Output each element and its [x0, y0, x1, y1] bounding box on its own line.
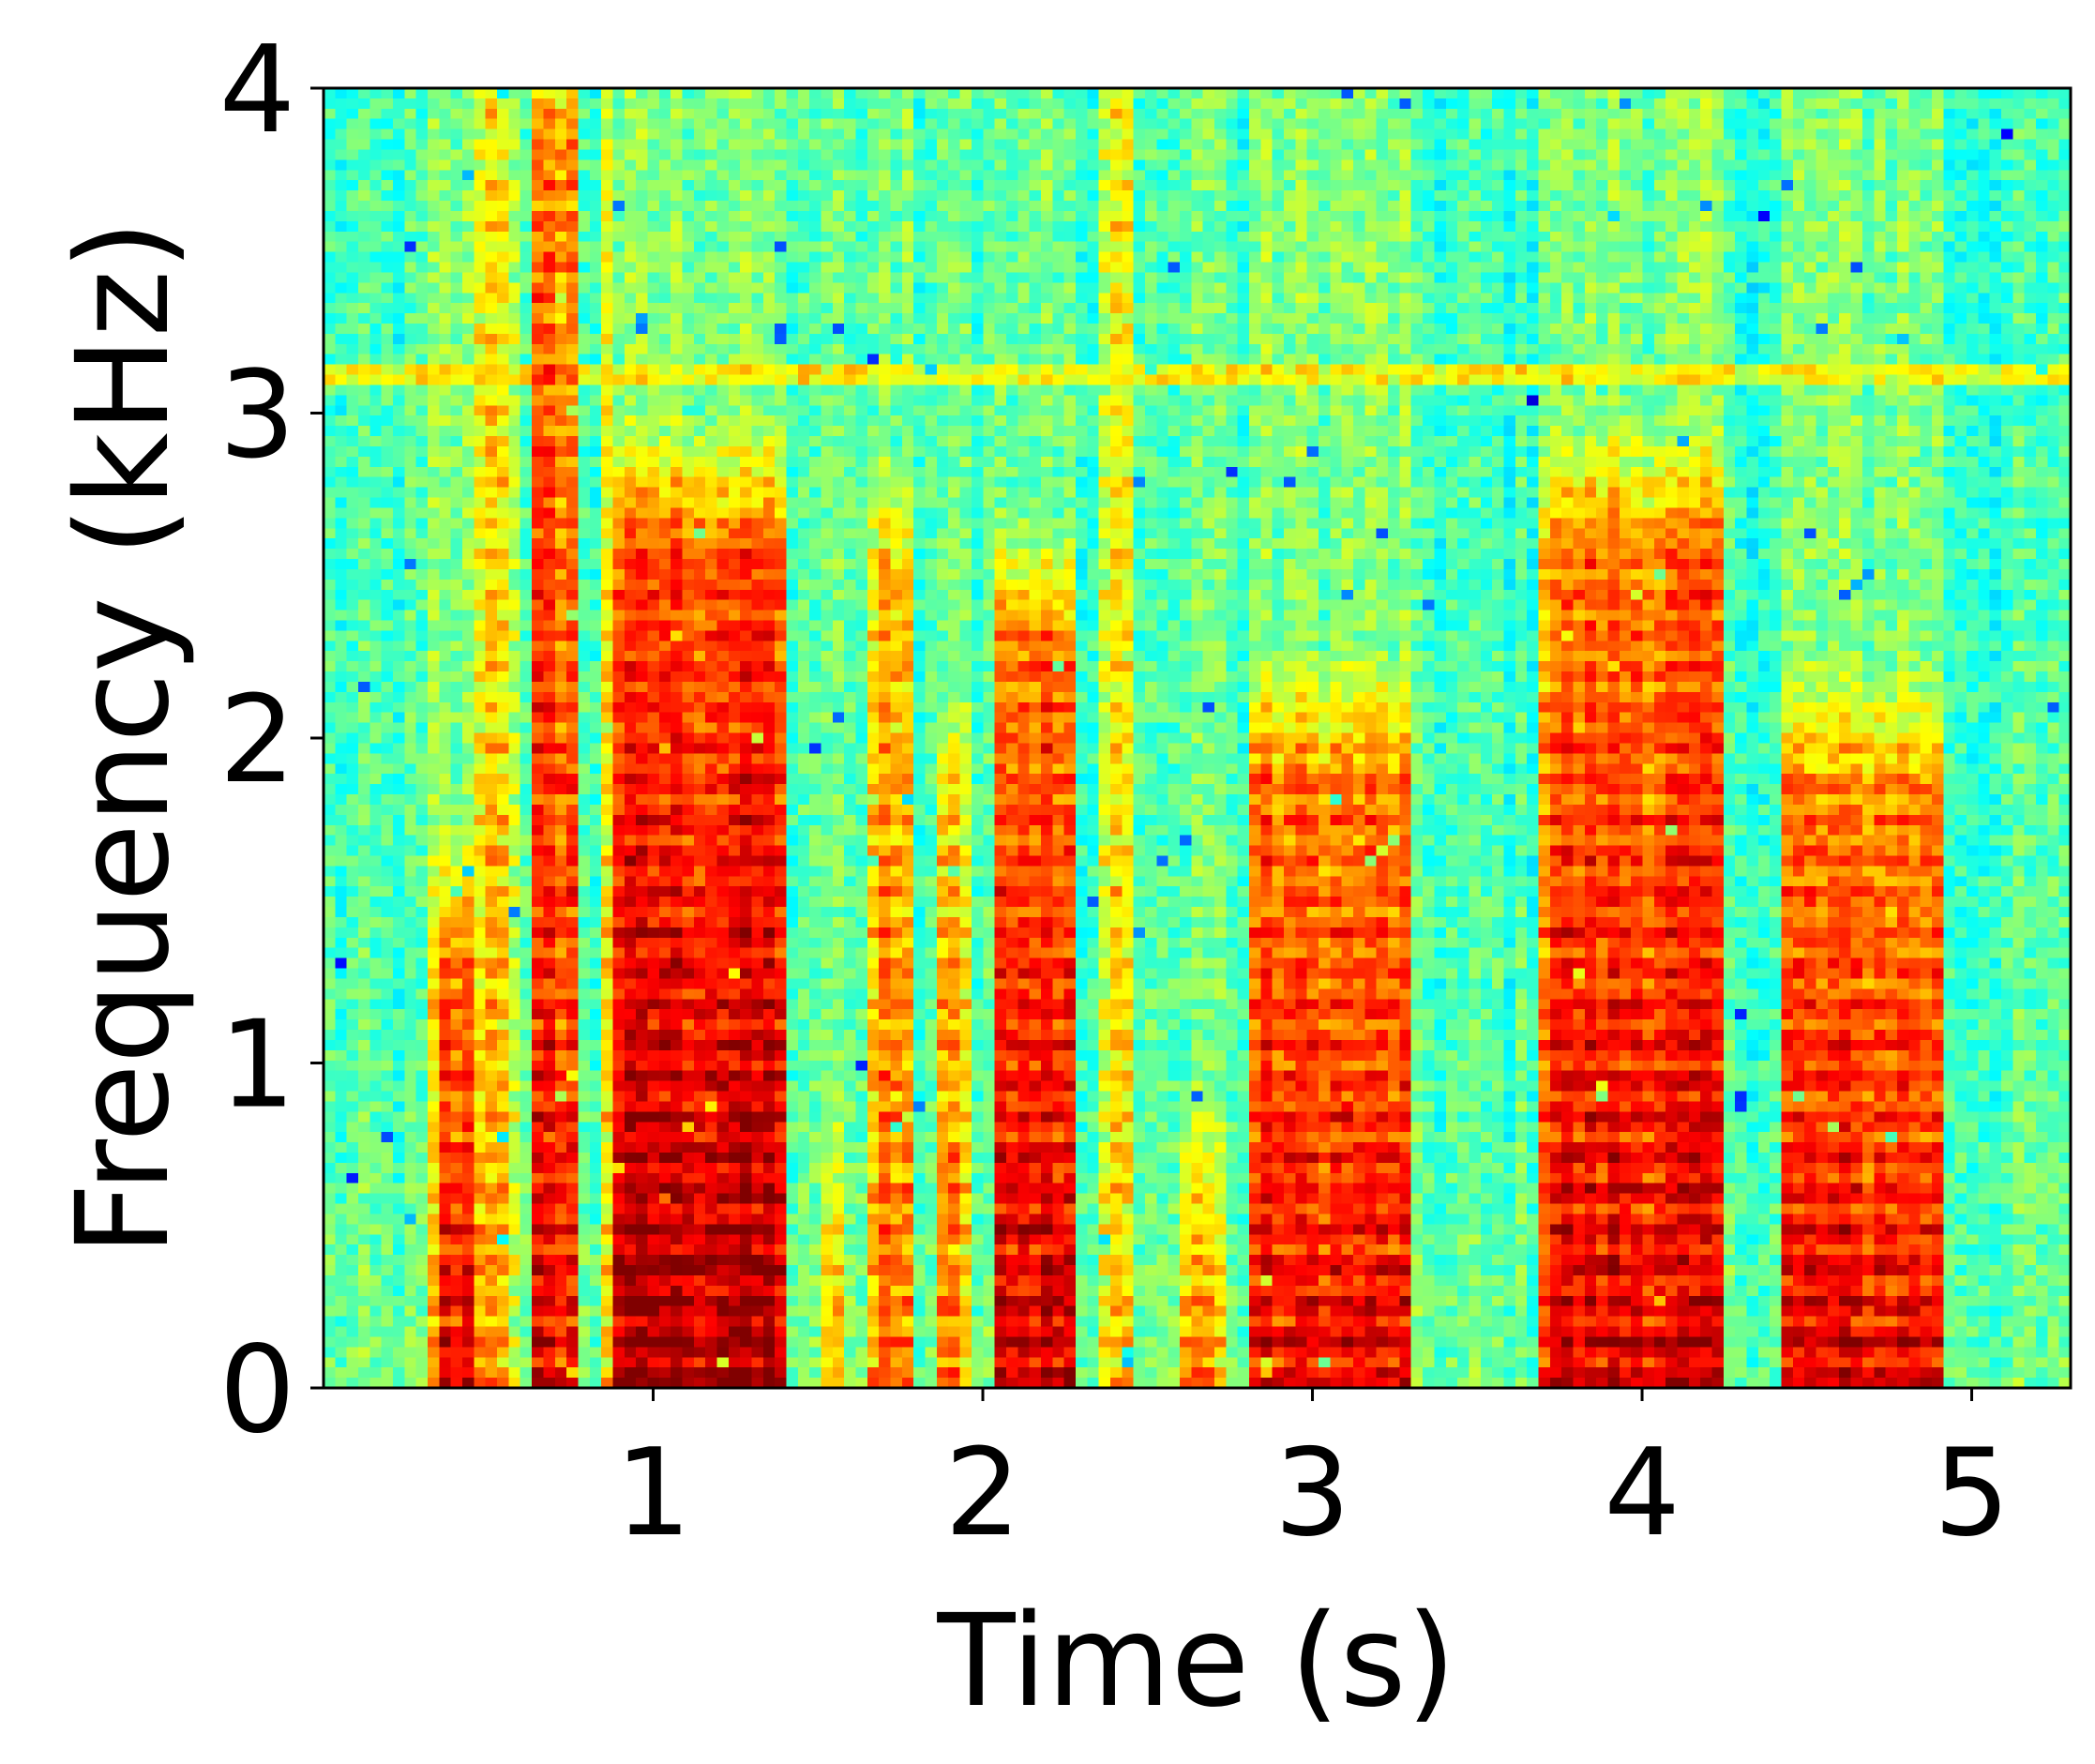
x-tick-label: 2	[944, 1424, 1020, 1563]
y-tick-label: 3	[219, 346, 295, 486]
y-tick-label: 2	[219, 671, 295, 810]
y-tick-label: 4	[219, 21, 295, 160]
x-tick-label: 3	[1274, 1424, 1350, 1563]
x-tick-label: 1	[615, 1424, 691, 1563]
x-axis: 1 2 3 4 5	[615, 1388, 2010, 1563]
spectrogram-heatmap	[324, 88, 2071, 1388]
y-axis-label: Frequency (kHz)	[50, 220, 198, 1256]
x-tick-label: 5	[1934, 1424, 2010, 1563]
x-axis-label: Time (s)	[936, 1588, 1455, 1736]
y-axis: 0 1 2 3 4	[219, 21, 324, 1460]
x-tick-label: 4	[1604, 1424, 1680, 1563]
spectrogram-cells	[324, 88, 2071, 1388]
y-tick-label: 0	[219, 1320, 295, 1460]
y-tick-label: 1	[219, 996, 295, 1136]
